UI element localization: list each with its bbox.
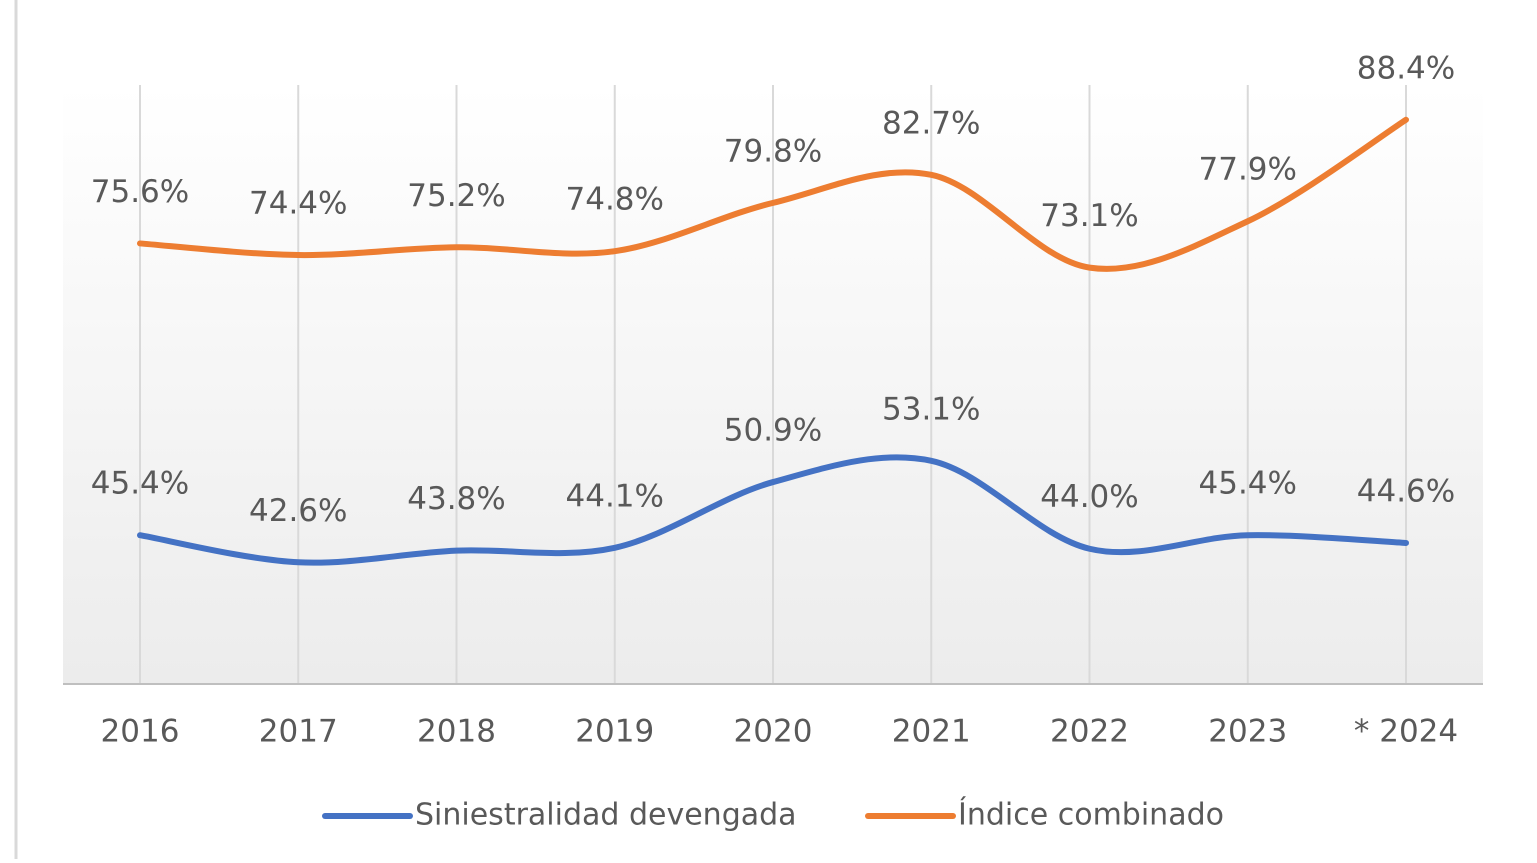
x-tick-label: 2021: [892, 714, 971, 750]
x-tick-label: 2023: [1208, 714, 1287, 750]
data-label: 42.6%: [249, 493, 347, 529]
series-line: [137, 454, 1409, 566]
data-label: 50.9%: [724, 413, 822, 449]
x-tick-label: 2016: [101, 714, 180, 750]
legend-label: Índice combinado: [958, 797, 1224, 833]
data-label: 74.8%: [566, 182, 664, 218]
x-tick-label: * 2024: [1354, 714, 1458, 750]
data-label: 73.1%: [1040, 198, 1138, 234]
data-label: 79.8%: [724, 133, 822, 169]
data-label: 44.6%: [1357, 473, 1455, 509]
x-tick-label: 2019: [575, 714, 654, 750]
series-line: [137, 116, 1409, 272]
x-tick-label: 2018: [417, 714, 496, 750]
x-tick-label: 2017: [259, 714, 338, 750]
data-label: 44.1%: [566, 478, 664, 514]
data-label: 75.2%: [407, 178, 505, 214]
data-label: 43.8%: [407, 481, 505, 517]
data-label: 45.4%: [91, 466, 189, 502]
data-label: 74.4%: [249, 186, 347, 222]
data-label: 44.0%: [1040, 479, 1138, 515]
x-tick-label: 2022: [1050, 714, 1129, 750]
x-tick-label: 2020: [734, 714, 813, 750]
legend-label: Siniestralidad devengada: [415, 798, 797, 833]
data-label: 77.9%: [1199, 152, 1297, 188]
data-label: 45.4%: [1199, 466, 1297, 502]
data-label: 75.6%: [91, 174, 189, 210]
data-label: 88.4%: [1357, 50, 1455, 86]
data-label: 53.1%: [882, 391, 980, 427]
data-label: 82.7%: [882, 105, 980, 141]
